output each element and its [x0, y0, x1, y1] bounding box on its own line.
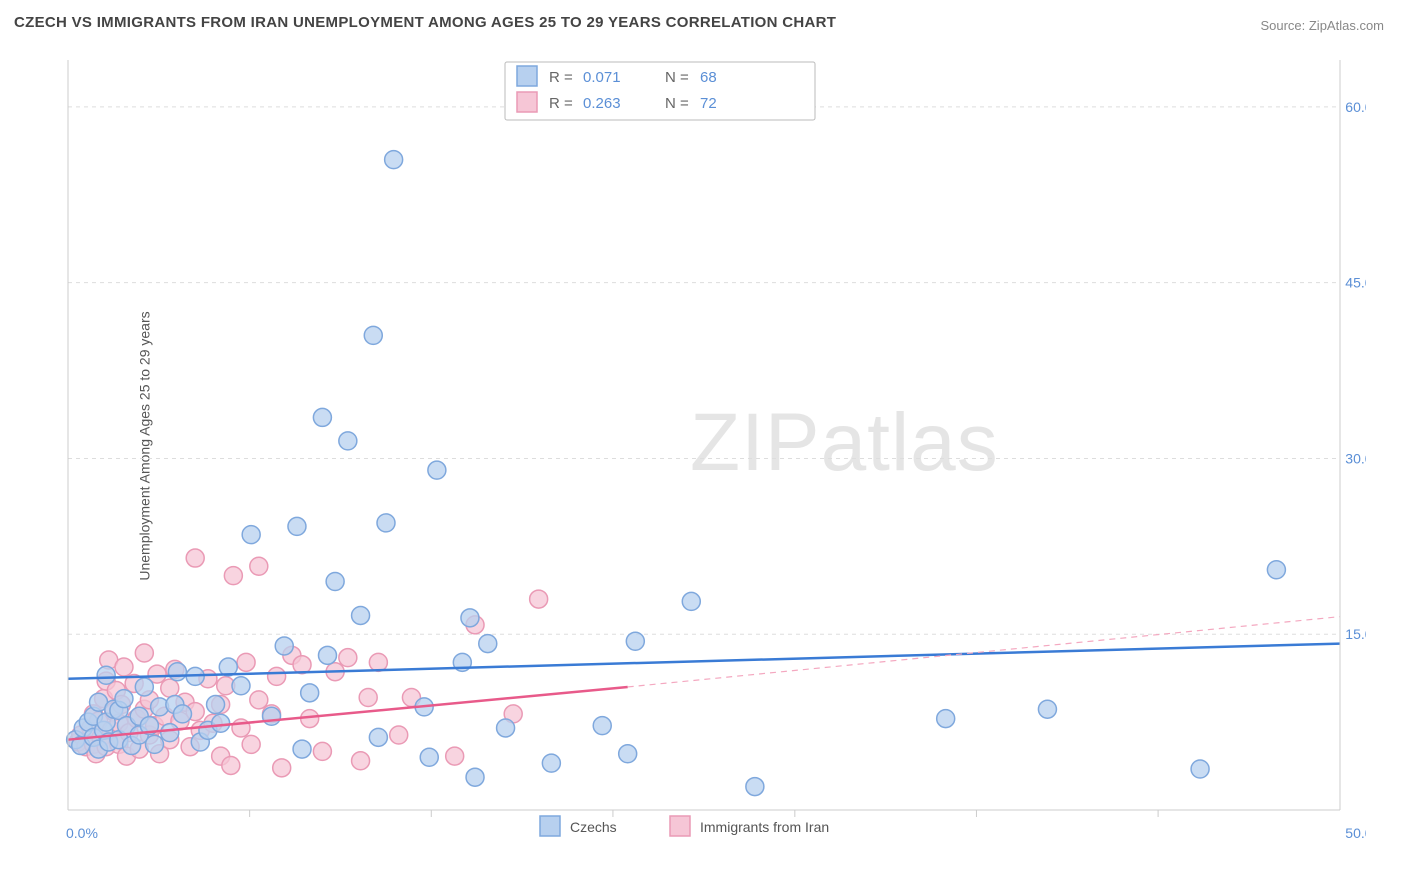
legend-r-label: R =	[549, 69, 573, 86]
data-point	[268, 667, 286, 685]
legend-n-value: 68	[700, 69, 717, 86]
data-point	[682, 592, 700, 610]
data-point	[222, 756, 240, 774]
watermark: ZIPatlas	[690, 397, 999, 488]
data-point	[377, 514, 395, 532]
data-point	[250, 557, 268, 575]
data-point	[250, 691, 268, 709]
data-point	[145, 735, 163, 753]
legend-n-label: N =	[665, 69, 689, 86]
y-tick-label: 30.0%	[1345, 450, 1366, 466]
data-point	[339, 432, 357, 450]
data-point	[369, 728, 387, 746]
x-tick-label: 0.0%	[66, 825, 98, 840]
data-point	[135, 678, 153, 696]
data-point	[263, 707, 281, 725]
data-point	[352, 606, 370, 624]
data-point	[420, 748, 438, 766]
data-point	[352, 752, 370, 770]
trendline-iran-extrapolated	[628, 617, 1340, 687]
data-point	[161, 724, 179, 742]
x-tick-label: 50.0%	[1345, 825, 1366, 840]
data-point	[446, 747, 464, 765]
chart-title: CZECH VS IMMIGRANTS FROM IRAN UNEMPLOYME…	[14, 14, 836, 31]
legend-swatch	[517, 66, 537, 86]
data-point	[530, 590, 548, 608]
data-point	[626, 632, 644, 650]
series-swatch	[540, 816, 560, 836]
data-point	[237, 653, 255, 671]
legend-r-value: 0.071	[583, 69, 621, 86]
y-tick-label: 15.0%	[1345, 626, 1366, 642]
data-point	[242, 526, 260, 544]
data-point	[288, 517, 306, 535]
data-point	[313, 408, 331, 426]
data-point	[232, 677, 250, 695]
data-point	[318, 646, 336, 664]
data-point	[212, 714, 230, 732]
data-point	[390, 726, 408, 744]
data-point	[369, 653, 387, 671]
data-point	[364, 326, 382, 344]
data-point	[115, 690, 133, 708]
legend-r-value: 0.263	[583, 95, 621, 112]
data-point	[359, 689, 377, 707]
data-point	[313, 742, 331, 760]
data-point	[301, 684, 319, 702]
data-point	[497, 719, 515, 737]
data-point	[168, 663, 186, 681]
data-point	[593, 717, 611, 735]
series-label: Immigrants from Iran	[700, 819, 829, 835]
data-point	[1267, 561, 1285, 579]
data-point	[97, 666, 115, 684]
data-point	[1038, 700, 1056, 718]
data-point	[224, 567, 242, 585]
data-point	[207, 696, 225, 714]
series-label: Czechs	[570, 819, 617, 835]
data-point	[466, 768, 484, 786]
legend-n-label: N =	[665, 95, 689, 112]
data-point	[479, 635, 497, 653]
data-point	[619, 745, 637, 763]
data-point	[746, 778, 764, 796]
data-point	[339, 649, 357, 667]
trendline-czechs	[68, 644, 1340, 679]
legend-r-label: R =	[549, 95, 573, 112]
scatter-plot: 15.0% 30.0% 45.0% 60.0% ZIPatlas 0.0% 50.0% R =…	[50, 50, 1366, 840]
data-point	[161, 679, 179, 697]
series-swatch	[670, 816, 690, 836]
y-tick-label: 60.0%	[1345, 99, 1366, 115]
data-point	[242, 735, 260, 753]
legend-n-value: 72	[700, 95, 717, 112]
data-point	[115, 658, 133, 676]
source-label: Source: ZipAtlas.com	[1260, 18, 1384, 33]
data-point	[937, 710, 955, 728]
data-point	[428, 461, 446, 479]
data-point	[173, 705, 191, 723]
y-tick-label: 45.0%	[1345, 275, 1366, 291]
data-point	[542, 754, 560, 772]
data-point	[326, 572, 344, 590]
data-point	[1191, 760, 1209, 778]
data-point	[385, 151, 403, 169]
data-point	[275, 637, 293, 655]
data-point	[293, 740, 311, 758]
data-point	[461, 609, 479, 627]
legend-swatch	[517, 92, 537, 112]
data-point	[186, 549, 204, 567]
data-point	[135, 644, 153, 662]
data-point	[273, 759, 291, 777]
